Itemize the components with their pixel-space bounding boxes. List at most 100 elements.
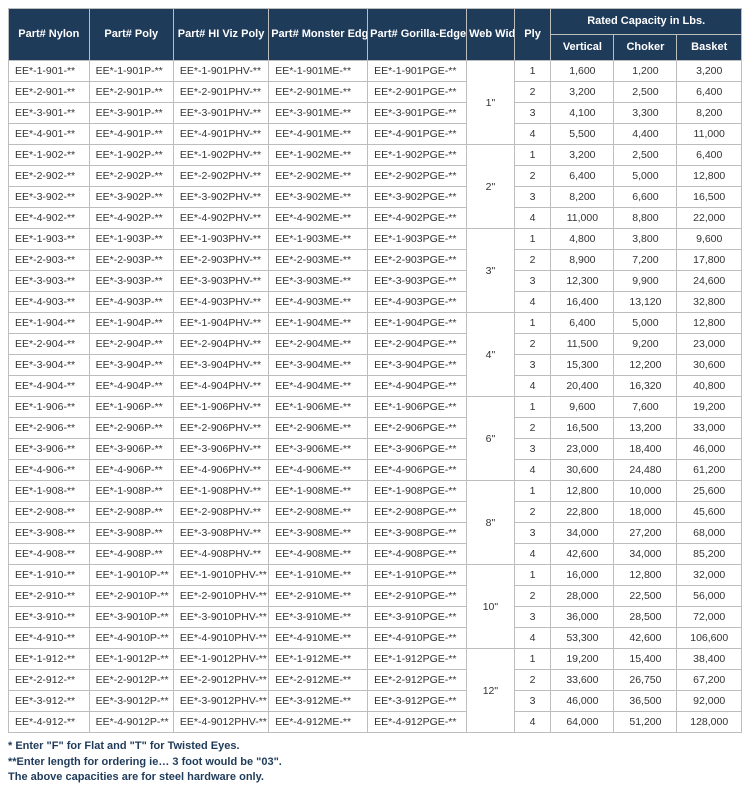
cell-me: EE*-3-910ME-** — [269, 607, 368, 628]
cell-ply: 4 — [514, 208, 551, 229]
cell-hiviz: EE*-2-908PHV-** — [173, 502, 268, 523]
cell-nylon: EE*-4-902-** — [9, 208, 90, 229]
cell-v: 6,400 — [551, 313, 614, 334]
cell-b: 12,800 — [677, 313, 742, 334]
cell-c: 7,200 — [614, 250, 677, 271]
cell-ply: 3 — [514, 271, 551, 292]
cell-hiviz: EE*-2-906PHV-** — [173, 418, 268, 439]
cell-b: 19,200 — [677, 397, 742, 418]
cell-b: 23,000 — [677, 334, 742, 355]
cell-nylon: EE*-3-906-** — [9, 439, 90, 460]
cell-ply: 1 — [514, 313, 551, 334]
cell-v: 53,300 — [551, 628, 614, 649]
cell-c: 15,400 — [614, 649, 677, 670]
cell-me: EE*-3-906ME-** — [269, 439, 368, 460]
col-gorilla: Part# Gorilla-Edge™ (PGE) — [368, 9, 467, 61]
cell-nylon: EE*-2-906-** — [9, 418, 90, 439]
cell-pge: EE*-3-912PGE-** — [368, 691, 467, 712]
cell-c: 10,000 — [614, 481, 677, 502]
cell-ply: 4 — [514, 292, 551, 313]
cell-ply: 4 — [514, 460, 551, 481]
cell-pge: EE*-2-904PGE-** — [368, 334, 467, 355]
cell-poly: EE*-3-904P-** — [89, 355, 173, 376]
cell-poly: EE*-2-904P-** — [89, 334, 173, 355]
cell-poly: EE*-4-9010P-** — [89, 628, 173, 649]
cell-nylon: EE*-1-912-** — [9, 649, 90, 670]
cell-nylon: EE*-2-908-** — [9, 502, 90, 523]
cell-poly: EE*-1-902P-** — [89, 145, 173, 166]
cell-c: 4,400 — [614, 124, 677, 145]
cell-b: 12,800 — [677, 166, 742, 187]
table-row: EE*-4-903-**EE*-4-903P-**EE*-4-903PHV-**… — [9, 292, 742, 313]
cell-me: EE*-2-903ME-** — [269, 250, 368, 271]
footnote-1: * Enter "F" for Flat and "T" for Twisted… — [8, 739, 742, 754]
cell-me: EE*-2-910ME-** — [269, 586, 368, 607]
cell-v: 3,200 — [551, 82, 614, 103]
cell-v: 46,000 — [551, 691, 614, 712]
cell-me: EE*-2-901ME-** — [269, 82, 368, 103]
cell-b: 24,600 — [677, 271, 742, 292]
cell-hiviz: EE*-1-903PHV-** — [173, 229, 268, 250]
cell-v: 20,400 — [551, 376, 614, 397]
cell-poly: EE*-2-902P-** — [89, 166, 173, 187]
cell-hiviz: EE*-3-908PHV-** — [173, 523, 268, 544]
table-row: EE*-3-903-**EE*-3-903P-**EE*-3-903PHV-**… — [9, 271, 742, 292]
col-ply: Ply — [514, 9, 551, 61]
cell-b: 61,200 — [677, 460, 742, 481]
cell-hiviz: EE*-4-901PHV-** — [173, 124, 268, 145]
col-basket: Basket — [677, 35, 742, 61]
cell-ply: 2 — [514, 82, 551, 103]
cell-nylon: EE*-2-903-** — [9, 250, 90, 271]
cell-c: 18,000 — [614, 502, 677, 523]
cell-c: 34,000 — [614, 544, 677, 565]
cell-web-width: 8" — [467, 481, 515, 565]
cell-me: EE*-2-906ME-** — [269, 418, 368, 439]
cell-c: 3,800 — [614, 229, 677, 250]
cell-me: EE*-4-906ME-** — [269, 460, 368, 481]
table-row: EE*-1-901-**EE*-1-901P-**EE*-1-901PHV-**… — [9, 61, 742, 82]
cell-nylon: EE*-2-904-** — [9, 334, 90, 355]
cell-hiviz: EE*-1-9010PHV-** — [173, 565, 268, 586]
cell-b: 9,600 — [677, 229, 742, 250]
cell-me: EE*-1-901ME-** — [269, 61, 368, 82]
table-row: EE*-2-912-**EE*-2-9012P-**EE*-2-9012PHV-… — [9, 670, 742, 691]
cell-ply: 3 — [514, 355, 551, 376]
cell-v: 1,600 — [551, 61, 614, 82]
table-row: EE*-3-904-**EE*-3-904P-**EE*-3-904PHV-**… — [9, 355, 742, 376]
cell-b: 56,000 — [677, 586, 742, 607]
cell-ply: 1 — [514, 61, 551, 82]
table-row: EE*-2-908-**EE*-2-908P-**EE*-2-908PHV-**… — [9, 502, 742, 523]
table-row: EE*-1-902-**EE*-1-902P-**EE*-1-902PHV-**… — [9, 145, 742, 166]
cell-c: 13,200 — [614, 418, 677, 439]
cell-nylon: EE*-3-902-** — [9, 187, 90, 208]
cell-hiviz: EE*-2-904PHV-** — [173, 334, 268, 355]
cell-pge: EE*-3-906PGE-** — [368, 439, 467, 460]
cell-c: 6,600 — [614, 187, 677, 208]
cell-c: 9,900 — [614, 271, 677, 292]
cell-poly: EE*-3-908P-** — [89, 523, 173, 544]
cell-nylon: EE*-1-902-** — [9, 145, 90, 166]
table-body: EE*-1-901-**EE*-1-901P-**EE*-1-901PHV-**… — [9, 61, 742, 733]
cell-v: 5,500 — [551, 124, 614, 145]
cell-poly: EE*-1-908P-** — [89, 481, 173, 502]
col-poly: Part# Poly — [89, 9, 173, 61]
cell-c: 1,200 — [614, 61, 677, 82]
cell-ply: 3 — [514, 439, 551, 460]
cell-hiviz: EE*-3-904PHV-** — [173, 355, 268, 376]
table-row: EE*-2-903-**EE*-2-903P-**EE*-2-903PHV-**… — [9, 250, 742, 271]
cell-c: 16,320 — [614, 376, 677, 397]
cell-me: EE*-3-904ME-** — [269, 355, 368, 376]
cell-nylon: EE*-3-903-** — [9, 271, 90, 292]
cell-b: 32,800 — [677, 292, 742, 313]
cell-pge: EE*-1-912PGE-** — [368, 649, 467, 670]
cell-me: EE*-1-910ME-** — [269, 565, 368, 586]
cell-nylon: EE*-4-903-** — [9, 292, 90, 313]
table-row: EE*-1-912-**EE*-1-9012P-**EE*-1-9012PHV-… — [9, 649, 742, 670]
cell-b: 3,200 — [677, 61, 742, 82]
cell-c: 2,500 — [614, 82, 677, 103]
cell-pge: EE*-1-904PGE-** — [368, 313, 467, 334]
cell-c: 8,800 — [614, 208, 677, 229]
cell-nylon: EE*-2-912-** — [9, 670, 90, 691]
cell-poly: EE*-3-9010P-** — [89, 607, 173, 628]
cell-hiviz: EE*-1-9012PHV-** — [173, 649, 268, 670]
